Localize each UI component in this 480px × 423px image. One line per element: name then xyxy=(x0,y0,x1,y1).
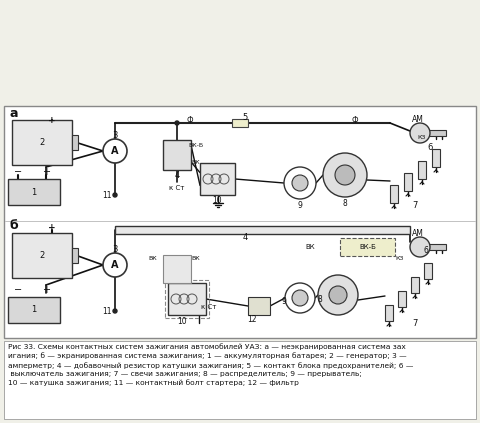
Text: 2: 2 xyxy=(39,251,45,260)
Bar xyxy=(424,263,432,279)
Text: +: + xyxy=(48,115,56,124)
Bar xyxy=(163,140,191,170)
Circle shape xyxy=(103,139,127,163)
Text: 2: 2 xyxy=(39,138,45,147)
Text: ВК-Б: ВК-Б xyxy=(360,244,376,250)
Text: −: − xyxy=(14,167,22,177)
Circle shape xyxy=(318,275,358,315)
Text: ВК: ВК xyxy=(305,244,315,250)
Text: 10: 10 xyxy=(177,316,187,326)
Bar xyxy=(428,244,446,250)
Bar xyxy=(398,291,406,307)
Bar xyxy=(200,163,235,195)
Text: 6: 6 xyxy=(427,143,432,151)
Bar xyxy=(232,119,248,127)
Circle shape xyxy=(113,193,117,197)
Text: ВК: ВК xyxy=(149,255,157,261)
Bar xyxy=(248,297,270,315)
Bar xyxy=(390,185,398,203)
Bar xyxy=(404,173,412,191)
Bar xyxy=(72,135,78,150)
Circle shape xyxy=(335,165,355,185)
Bar xyxy=(72,248,78,263)
Text: +: + xyxy=(42,285,50,295)
Text: 3: 3 xyxy=(112,244,118,253)
Circle shape xyxy=(103,253,127,277)
Circle shape xyxy=(292,290,308,306)
Text: ВК: ВК xyxy=(192,255,200,261)
Text: 5: 5 xyxy=(242,113,248,121)
Text: к Ст: к Ст xyxy=(169,185,185,191)
Bar xyxy=(165,280,209,318)
Bar xyxy=(411,277,419,293)
Circle shape xyxy=(113,309,117,313)
Text: 9: 9 xyxy=(298,201,302,209)
Text: ВК-Б: ВК-Б xyxy=(189,143,204,148)
Text: 6: 6 xyxy=(423,245,429,255)
Circle shape xyxy=(410,123,430,143)
Text: 12: 12 xyxy=(247,316,257,324)
Text: 3: 3 xyxy=(112,131,118,140)
Text: Ф: Ф xyxy=(187,115,193,124)
Bar xyxy=(163,255,191,283)
Circle shape xyxy=(410,237,430,257)
Text: 4: 4 xyxy=(174,170,180,179)
Text: +: + xyxy=(48,222,56,231)
Text: 1: 1 xyxy=(31,305,36,314)
Circle shape xyxy=(284,167,316,199)
FancyBboxPatch shape xyxy=(4,341,476,419)
Circle shape xyxy=(292,175,308,191)
Text: а: а xyxy=(10,107,18,120)
FancyBboxPatch shape xyxy=(4,106,476,338)
Bar xyxy=(418,161,426,179)
Text: КЗ: КЗ xyxy=(418,135,426,140)
Text: б: б xyxy=(10,219,18,231)
Circle shape xyxy=(285,283,315,313)
Text: 7: 7 xyxy=(412,319,418,327)
Text: A: A xyxy=(111,146,119,156)
Text: +: + xyxy=(42,167,50,177)
Bar xyxy=(168,283,206,315)
Text: −: − xyxy=(14,285,22,295)
Text: 11: 11 xyxy=(102,190,112,200)
Text: 9: 9 xyxy=(282,297,287,305)
Text: ВК: ВК xyxy=(192,159,200,165)
Circle shape xyxy=(175,121,179,125)
Text: Рис 33. Схемы контактных систем зажигания автомобилей УАЗ: а — неэкранированная : Рис 33. Схемы контактных систем зажигани… xyxy=(8,343,413,387)
Text: 11: 11 xyxy=(102,307,112,316)
Bar xyxy=(8,179,60,205)
Text: к Ст: к Ст xyxy=(201,304,216,310)
Circle shape xyxy=(329,286,347,304)
Bar xyxy=(115,226,410,234)
Text: 10: 10 xyxy=(213,195,222,204)
Bar xyxy=(340,238,395,256)
Text: 7: 7 xyxy=(412,201,418,209)
Bar xyxy=(12,233,72,278)
Text: AM: AM xyxy=(412,115,424,124)
Bar xyxy=(12,120,72,165)
Circle shape xyxy=(323,153,367,197)
Bar xyxy=(385,305,393,321)
Text: AM: AM xyxy=(412,228,424,237)
Text: КЗ: КЗ xyxy=(396,256,404,261)
Text: 4: 4 xyxy=(242,233,248,242)
Bar xyxy=(432,149,440,167)
Text: 1: 1 xyxy=(31,187,36,197)
Text: Ф: Ф xyxy=(352,115,358,124)
Bar xyxy=(428,130,446,136)
Text: 8: 8 xyxy=(318,294,323,303)
Text: 8: 8 xyxy=(343,198,348,208)
Bar xyxy=(8,297,60,323)
Text: A: A xyxy=(111,260,119,270)
